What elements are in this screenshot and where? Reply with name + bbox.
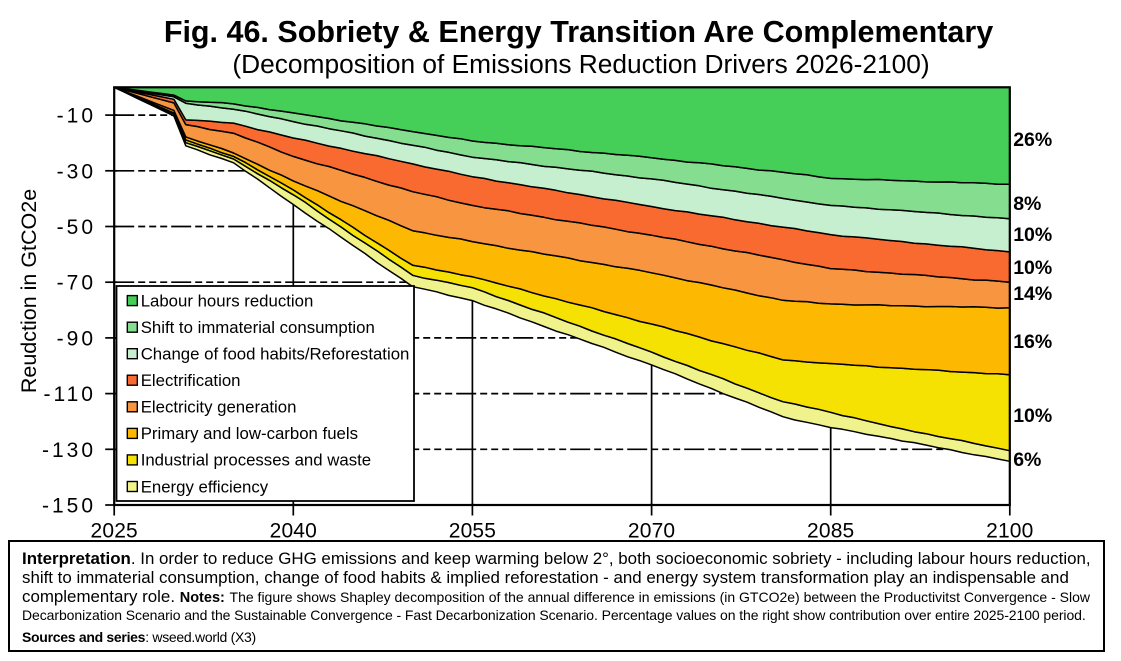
svg-text:-70: -70 <box>57 272 96 295</box>
svg-text:Shift to immaterial consumptio: Shift to immaterial consumption <box>141 318 375 337</box>
svg-text:14%: 14% <box>1013 283 1052 305</box>
svg-text:-10: -10 <box>57 105 96 128</box>
svg-text:Reudction in GtCO2e: Reudction in GtCO2e <box>17 189 41 393</box>
svg-text:10%: 10% <box>1013 224 1052 246</box>
svg-text:Change of food habits/Reforest: Change of food habits/Reforestation <box>141 345 410 364</box>
svg-text:2055: 2055 <box>449 520 496 543</box>
svg-text:Labour hours reduction: Labour hours reduction <box>141 291 314 310</box>
svg-text:-130: -130 <box>42 439 96 462</box>
svg-text:Primary and low-carbon fuels: Primary and low-carbon fuels <box>141 424 358 443</box>
svg-text:-110: -110 <box>44 383 96 406</box>
svg-text:2100: 2100 <box>986 520 1033 543</box>
svg-text:-30: -30 <box>57 160 96 183</box>
svg-text:Energy efficiency: Energy efficiency <box>141 477 269 496</box>
svg-text:2070: 2070 <box>628 520 675 543</box>
svg-text:Electrification: Electrification <box>141 371 241 390</box>
svg-text:6%: 6% <box>1013 449 1041 471</box>
svg-text:8%: 8% <box>1013 193 1041 215</box>
svg-text:-90: -90 <box>57 327 96 350</box>
svg-text:-150: -150 <box>42 495 96 518</box>
svg-text:2040: 2040 <box>270 520 317 543</box>
svg-text:Electricity generation: Electricity generation <box>141 398 297 417</box>
svg-text:10%: 10% <box>1013 405 1052 427</box>
svg-text:2085: 2085 <box>807 520 854 543</box>
svg-text:Industrial processes and waste: Industrial processes and waste <box>141 451 371 470</box>
svg-text:26%: 26% <box>1013 129 1052 151</box>
svg-text:10%: 10% <box>1013 257 1052 279</box>
svg-text:16%: 16% <box>1013 331 1052 353</box>
svg-text:-50: -50 <box>57 216 96 239</box>
svg-text:2025: 2025 <box>91 520 138 543</box>
